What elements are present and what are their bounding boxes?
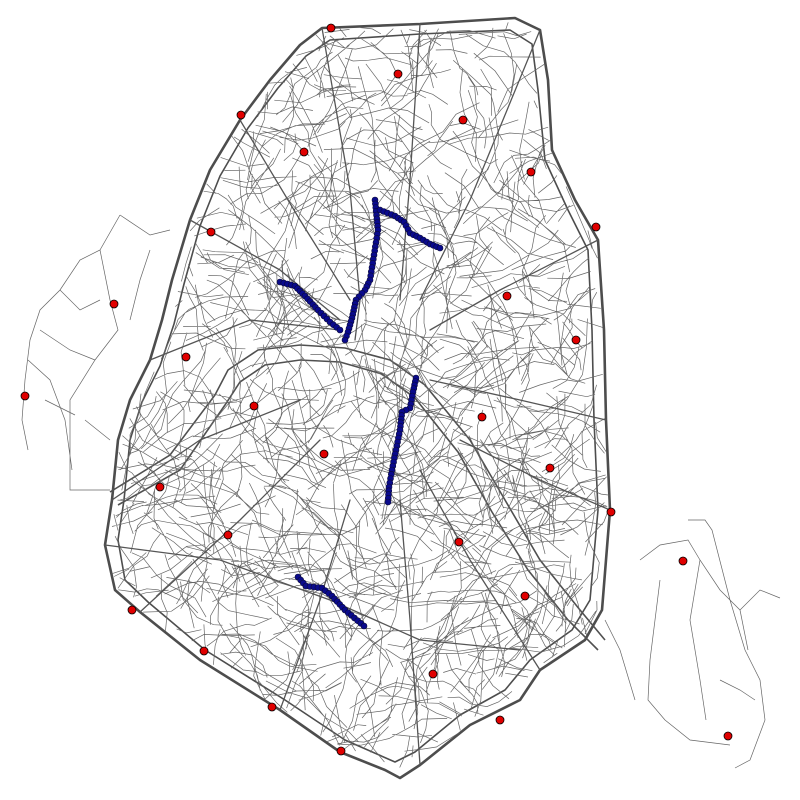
route-overlay — [276, 196, 444, 630]
poi-marker[interactable] — [199, 646, 209, 656]
poi-marker[interactable] — [249, 401, 259, 411]
poi-marker[interactable] — [155, 482, 165, 492]
route-point — [384, 498, 392, 506]
poi-marker[interactable] — [526, 167, 536, 177]
route-point — [336, 326, 344, 334]
route-4 — [294, 573, 368, 630]
main-avenues — [104, 23, 611, 766]
poi-marker[interactable] — [723, 731, 733, 741]
poi-marker[interactable] — [20, 391, 30, 401]
poi-marker[interactable] — [477, 412, 487, 422]
outer-ring-road — [103, 16, 612, 780]
poi-marker[interactable] — [336, 746, 346, 756]
poi-marker[interactable] — [326, 23, 336, 33]
poi-marker[interactable] — [267, 702, 277, 712]
poi-marker[interactable] — [454, 537, 464, 547]
street-grid — [104, 22, 611, 768]
poi-marker[interactable] — [591, 222, 601, 232]
poi-marker[interactable] — [181, 352, 191, 362]
poi-marker[interactable] — [206, 227, 216, 237]
poi-marker[interactable] — [502, 291, 512, 301]
poi-marker[interactable] — [428, 669, 438, 679]
poi-marker[interactable] — [571, 335, 581, 345]
poi-marker[interactable] — [109, 299, 119, 309]
poi-marker[interactable] — [127, 605, 137, 615]
poi-marker[interactable] — [223, 530, 233, 540]
poi-marker[interactable] — [299, 147, 309, 157]
eastern-park-roads — [604, 519, 781, 769]
inner-ring-road — [117, 29, 599, 763]
poi-marker[interactable] — [495, 715, 505, 725]
poi-marker-layer — [20, 23, 733, 756]
poi-marker[interactable] — [319, 449, 329, 459]
route-point — [360, 622, 368, 630]
minor-streets — [111, 22, 610, 768]
river-north-bank — [109, 344, 606, 641]
western-park-roads — [21, 214, 171, 491]
route-point — [341, 336, 349, 344]
poi-marker[interactable] — [458, 115, 468, 125]
route-point — [436, 244, 444, 252]
poi-marker[interactable] — [678, 556, 688, 566]
poi-marker[interactable] — [606, 507, 616, 517]
route-1 — [341, 196, 444, 344]
poi-marker[interactable] — [520, 591, 530, 601]
poi-marker[interactable] — [545, 463, 555, 473]
route-2 — [276, 278, 344, 334]
poi-marker[interactable] — [393, 69, 403, 79]
poi-marker[interactable] — [236, 110, 246, 120]
street-network — [21, 16, 781, 780]
route-3 — [384, 374, 420, 506]
